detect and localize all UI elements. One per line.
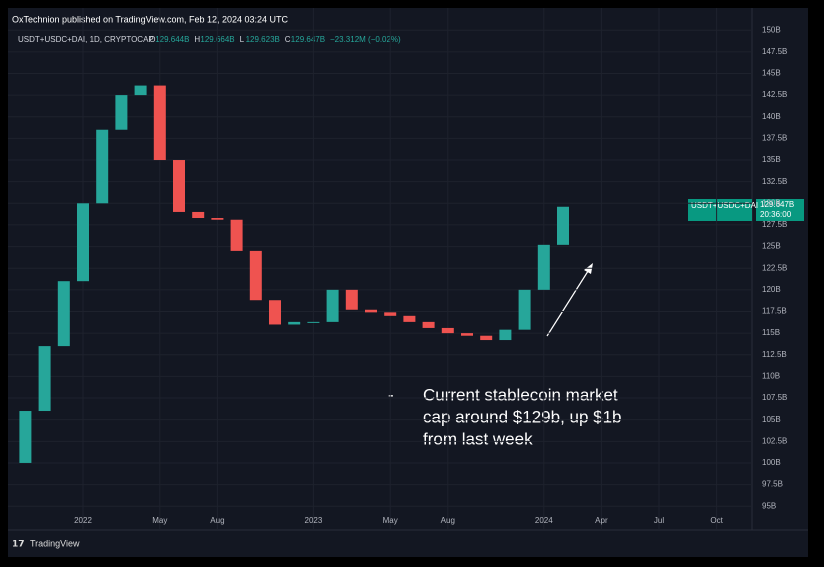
- candle-body: [365, 309, 377, 313]
- annotation-line: cap around $129b, up $1b: [423, 407, 622, 426]
- annotation-line: Current stablecoin market: [423, 385, 618, 404]
- x-tick-label: May: [383, 516, 398, 525]
- legend-change: −23.312M (−0.02%): [330, 35, 401, 44]
- annotation-bullet: -: [388, 385, 394, 404]
- y-tick-label: 95B: [762, 501, 776, 510]
- y-tick-label: 135B: [762, 155, 781, 164]
- price-tag-left: [688, 199, 752, 221]
- candle-body: [230, 219, 243, 251]
- candle-body: [499, 329, 512, 341]
- y-tick-label: 107.5B: [762, 393, 787, 402]
- candle-body: [192, 211, 205, 219]
- legend-value: 129.644B: [155, 35, 189, 44]
- candle-body: [422, 321, 435, 328]
- footer: TradingView: [30, 538, 80, 548]
- header: OxTechnion published on TradingView.com,…: [12, 14, 289, 24]
- y-tick-label: 127.5B: [762, 220, 787, 229]
- y-tick-label: 150B: [762, 25, 781, 34]
- candle-body: [153, 85, 166, 161]
- x-tick-label: 2022: [74, 516, 92, 525]
- candle-body: [38, 346, 51, 412]
- x-tick-label: Aug: [210, 516, 224, 525]
- candle-body: [77, 203, 89, 282]
- legend-key: L: [240, 35, 245, 44]
- x-tick-label: 2023: [305, 516, 323, 525]
- annotation-line: from last week: [423, 429, 533, 448]
- y-tick-label: 105B: [762, 415, 781, 424]
- candle-body: [57, 281, 70, 347]
- y-tick-label: 140B: [762, 112, 781, 121]
- candle-body: [403, 315, 416, 322]
- candle-body: [269, 300, 281, 325]
- candle-body: [345, 289, 358, 310]
- y-tick-label: 147.5B: [762, 47, 787, 56]
- panel: [8, 8, 808, 557]
- candle-body: [384, 312, 397, 316]
- x-tick-label: May: [152, 516, 167, 525]
- y-tick-label: 115B: [762, 328, 780, 337]
- candle-body: [326, 289, 339, 322]
- x-tick-label: 2024: [535, 516, 553, 525]
- candle-body: [288, 321, 301, 325]
- arrow: [546, 267, 591, 337]
- candle-body: [441, 327, 454, 334]
- y-tick-label: 97.5B: [762, 480, 783, 489]
- y-tick-label: 125B: [762, 242, 781, 251]
- candle-body: [211, 218, 224, 220]
- candle-body: [249, 250, 262, 301]
- legend-key: H: [194, 35, 200, 44]
- legend-value: 129.647B: [291, 35, 325, 44]
- y-tick-label: 110B: [762, 372, 780, 381]
- y-tick-label: 117.5B: [762, 307, 787, 316]
- y-tick-label: 132.5B: [762, 177, 787, 186]
- y-tick-label: 142.5B: [762, 90, 787, 99]
- y-tick-label: 120B: [762, 285, 781, 294]
- x-tick-label: Aug: [441, 516, 455, 525]
- y-tick-label: 100B: [762, 458, 781, 467]
- y-tick-label: 145B: [762, 69, 781, 78]
- logo: 𝟭𝟳: [12, 538, 25, 548]
- price-tag-symbol: USDT+USDC+DAI: [691, 201, 758, 210]
- candle-body: [557, 206, 569, 245]
- candle-body: [461, 333, 473, 336]
- candle-body: [307, 321, 320, 323]
- legend-key: C: [285, 35, 291, 44]
- candle-body: [96, 129, 109, 204]
- y-tick-label: 102.5B: [762, 436, 787, 445]
- candle-body: [518, 289, 531, 330]
- x-tick-label: Jul: [654, 516, 664, 525]
- y-tick-label: 112.5B: [762, 350, 787, 359]
- legend-key: O: [149, 35, 155, 44]
- price-tag-price: 129.647B: [760, 200, 794, 209]
- y-tick-label: 122.5B: [762, 263, 787, 272]
- x-tick-label: Apr: [595, 516, 608, 525]
- candle-body: [115, 95, 128, 130]
- legend-value: 129.623B: [246, 35, 280, 44]
- price-tag: [756, 199, 804, 221]
- y-tick-label: 137.5B: [762, 133, 787, 142]
- candle-body: [173, 160, 185, 212]
- candle-body: [537, 244, 550, 290]
- y-tick-label: 130B: [762, 198, 781, 207]
- legend-symbol: USDT+USDC+DAI, 1D, CRYPTOCAP: [18, 35, 154, 44]
- candle-body: [480, 335, 493, 341]
- candle-body: [134, 85, 147, 96]
- price-tag-time: 20:36:00: [760, 210, 792, 219]
- x-tick-label: Oct: [710, 516, 723, 525]
- candle-body: [19, 411, 32, 463]
